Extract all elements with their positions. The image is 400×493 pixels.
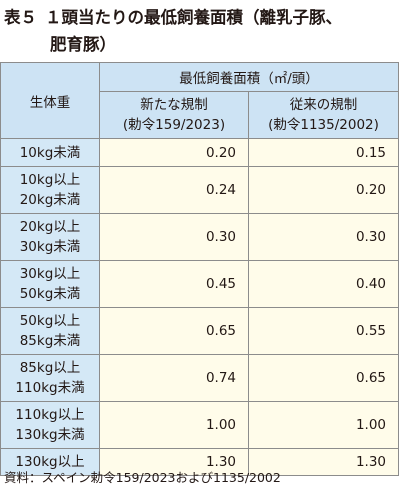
weight-lower: 85kg以上 [19,360,81,376]
new-value-cell: 0.24 [99,166,249,214]
old-value-cell: 0.65 [248,354,399,402]
old-regulation-decree: (勅令1135/2002) [268,117,379,133]
weight-cell: 110kg以上 130kg未満 [0,401,100,449]
old-value-cell: 1.00 [248,401,399,449]
minimum-area-table: 生体重 最低飼養面積（㎡/頭） 新たな規制 (勅令159/2023) 従来の規制… [0,62,399,476]
table-number: 表５ [4,8,37,27]
weight-lower: 10kg以上 [19,172,81,188]
new-value-cell: 0.45 [99,260,249,308]
new-value-cell: 0.20 [99,138,249,167]
old-value-cell: 0.15 [248,138,399,167]
new-value-cell: 0.74 [99,354,249,402]
table-row: 10kg以上 20kg未満 0.24 0.20 [0,166,399,214]
weight-header: 生体重 [0,62,100,139]
weight-lower: 30kg以上 [19,266,81,282]
weight-cell: 130kg以上 [0,448,100,476]
table-row: 110kg以上 130kg未満 1.00 1.00 [0,401,399,449]
new-regulation-title: 新たな規制 [140,97,208,113]
weight-lower: 20kg以上 [19,219,81,235]
weight-lower: 50kg以上 [19,313,81,329]
old-value-cell: 0.30 [248,213,399,261]
new-value-cell: 0.30 [99,213,249,261]
weight-cell: 30kg以上 50kg未満 [0,260,100,308]
weight-upper: 20kg未満 [19,192,81,208]
weight-cell: 85kg以上 110kg未満 [0,354,100,402]
old-value-cell: 0.20 [248,166,399,214]
title-line-2: 肥育豚） [50,35,116,54]
table-row: 50kg以上 85kg未満 0.65 0.55 [0,307,399,355]
table-row: 130kg以上 1.30 1.30 [0,448,399,476]
weight-cell: 10kg未満 [0,138,100,167]
old-regulation-header: 従来の規制 (勅令1135/2002) [248,91,399,139]
old-value-cell: 1.30 [248,448,399,476]
new-regulation-decree: (勅令159/2023) [122,117,226,133]
weight-upper: 85kg未満 [19,333,81,349]
table-title: 表５ １頭当たりの最低飼養面積（離乳子豚、 肥育豚） [4,4,396,58]
weight-upper: 30kg未満 [19,239,81,255]
weight-upper: 50kg未満 [19,286,81,302]
table-row: 30kg以上 50kg未満 0.45 0.40 [0,260,399,308]
old-regulation-title: 従来の規制 [289,97,358,113]
weight-upper: 130kg未満 [15,427,85,443]
title-line-1: １頭当たりの最低飼養面積（離乳子豚、 [45,8,342,27]
old-value-cell: 0.40 [248,260,399,308]
old-value-cell: 0.55 [248,307,399,355]
weight-label: 10kg未満 [19,144,81,161]
table-row: 10kg未満 0.20 0.15 [0,138,399,167]
new-value-cell: 0.65 [99,307,249,355]
weight-upper: 110kg未満 [15,380,85,396]
new-value-cell: 1.00 [99,401,249,449]
table-row: 20kg以上 30kg未満 0.30 0.30 [0,213,399,261]
weight-lower: 110kg以上 [15,407,85,423]
new-regulation-header: 新たな規制 (勅令159/2023) [99,91,249,139]
area-group-header: 最低飼養面積（㎡/頭） [99,62,399,92]
weight-cell: 20kg以上 30kg未満 [0,213,100,261]
weight-label: 130kg以上 [15,454,85,470]
table-row: 85kg以上 110kg未満 0.74 0.65 [0,354,399,402]
weight-cell: 10kg以上 20kg未満 [0,166,100,214]
weight-cell: 50kg以上 85kg未満 [0,307,100,355]
source-note: 資料：スペイン勅令159/2023および1135/2002 [4,470,281,485]
